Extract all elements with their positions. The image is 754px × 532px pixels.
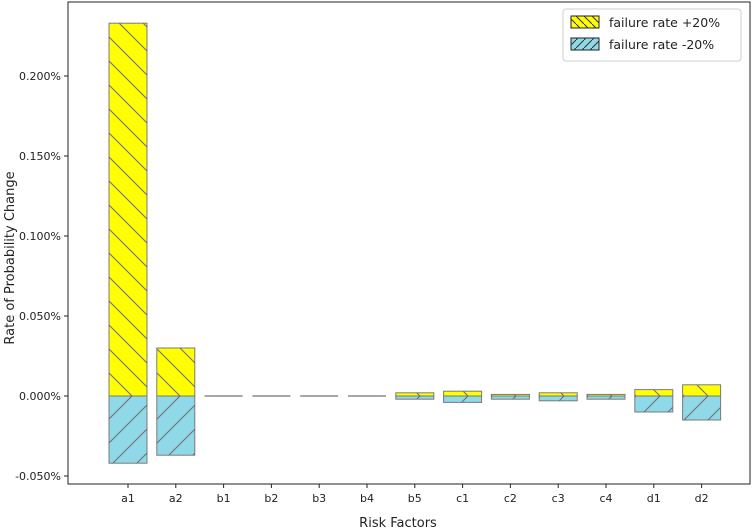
bar-hatch-decrease-a1 (109, 396, 147, 464)
x-tick-label: b3 (312, 492, 326, 505)
x-tick-label: c3 (552, 492, 565, 505)
bar-hatch-increase-c1 (443, 391, 482, 396)
legend-label-increase: failure rate +20% (609, 15, 720, 30)
legend-swatch-increase-hatch (571, 16, 599, 28)
bars (108, 22, 722, 464)
x-axis: a1 a2 b1 b2 b3 b4 b5 c1 c2 c3 c4 d1 d2 (121, 484, 709, 505)
x-tick-label: b1 (217, 492, 231, 505)
y-tick-label: 0.100% (19, 230, 61, 243)
bar-hatch-decrease-c1 (443, 396, 482, 403)
x-tick-label: d2 (695, 492, 709, 505)
x-tick-label: b4 (360, 492, 374, 505)
bar-hatch-decrease-c3 (539, 396, 578, 401)
x-axis-label: Risk Factors (359, 516, 437, 531)
x-tick-label: b5 (408, 492, 422, 505)
x-tick-label: a2 (169, 492, 183, 505)
legend-label-decrease: failure rate -20% (609, 37, 714, 52)
bar-hatch-increase-a2 (156, 348, 195, 396)
bar-hatch-increase-b5 (395, 392, 434, 396)
bar-hatch-decrease-c4 (587, 396, 625, 400)
bar-hatch-decrease-a2 (156, 396, 195, 456)
y-tick-label: 0.200% (19, 70, 61, 83)
bar-hatch-decrease-d1 (634, 396, 673, 412)
bar-hatch-increase-c3 (539, 392, 578, 396)
legend: failure rate +20% failure rate -20% (562, 8, 742, 62)
bar-hatch-increase-a1 (109, 23, 147, 396)
bar-hatch-decrease-d2 (682, 396, 721, 420)
x-tick-label: d1 (647, 492, 661, 505)
plot-frame (67, 1, 751, 485)
bar-hatch-decrease-c2 (491, 396, 530, 400)
bar-hatch-increase-c4 (587, 394, 625, 396)
y-tick-label: 0.000% (19, 390, 61, 403)
x-tick-label: c4 (599, 492, 612, 505)
bar-hatch-decrease-b5 (395, 396, 434, 400)
bar-hatch-increase-d1 (634, 389, 673, 396)
x-tick-label: c1 (456, 492, 469, 505)
y-tick-label: -0.050% (15, 470, 61, 483)
legend-box (562, 8, 742, 62)
y-axis: -0.050% 0.000% 0.050% 0.100% 0.150% 0.200% (15, 70, 68, 483)
x-tick-label: c2 (504, 492, 517, 505)
x-tick-label: b2 (264, 492, 278, 505)
y-tick-label: 0.150% (19, 150, 61, 163)
x-tick-label: a1 (121, 492, 135, 505)
y-axis-label: Rate of Probability Change (3, 171, 18, 344)
bar-hatch-increase-c2 (491, 394, 530, 396)
legend-swatch-decrease-hatch (571, 38, 599, 50)
bar-hatch-increase-d2 (682, 384, 721, 396)
y-tick-label: 0.050% (19, 310, 61, 323)
